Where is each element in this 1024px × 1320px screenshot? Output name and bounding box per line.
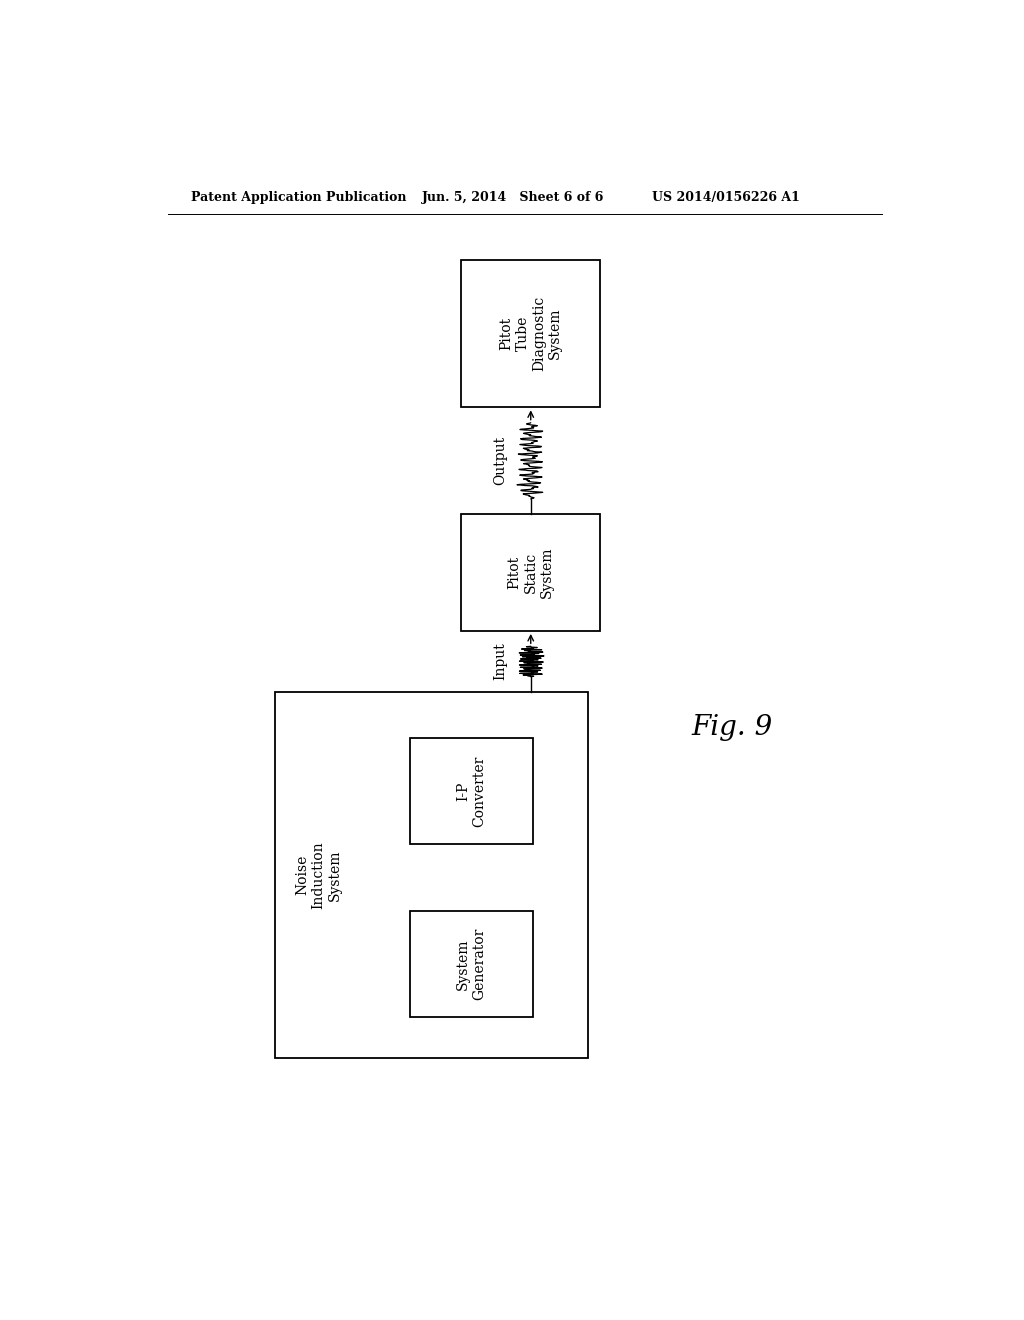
Text: System
Generator: System Generator <box>456 928 486 1001</box>
Text: Patent Application Publication: Patent Application Publication <box>191 191 407 203</box>
Text: Input: Input <box>493 643 507 680</box>
Bar <box>274 692 589 1057</box>
Bar <box>410 911 532 1018</box>
Text: Jun. 5, 2014   Sheet 6 of 6: Jun. 5, 2014 Sheet 6 of 6 <box>422 191 604 203</box>
Text: Output: Output <box>493 436 507 486</box>
Bar <box>410 738 532 845</box>
Text: US 2014/0156226 A1: US 2014/0156226 A1 <box>652 191 800 203</box>
Text: I-P
Converter: I-P Converter <box>456 755 486 826</box>
Text: Pitot
Tube
Diagnostic
System: Pitot Tube Diagnostic System <box>500 296 562 371</box>
Bar <box>461 515 600 631</box>
Text: Pitot
Static
System: Pitot Static System <box>508 546 554 598</box>
Bar <box>461 260 600 408</box>
Text: Noise
Induction
System: Noise Induction System <box>295 841 342 908</box>
Text: Fig. 9: Fig. 9 <box>691 714 773 741</box>
